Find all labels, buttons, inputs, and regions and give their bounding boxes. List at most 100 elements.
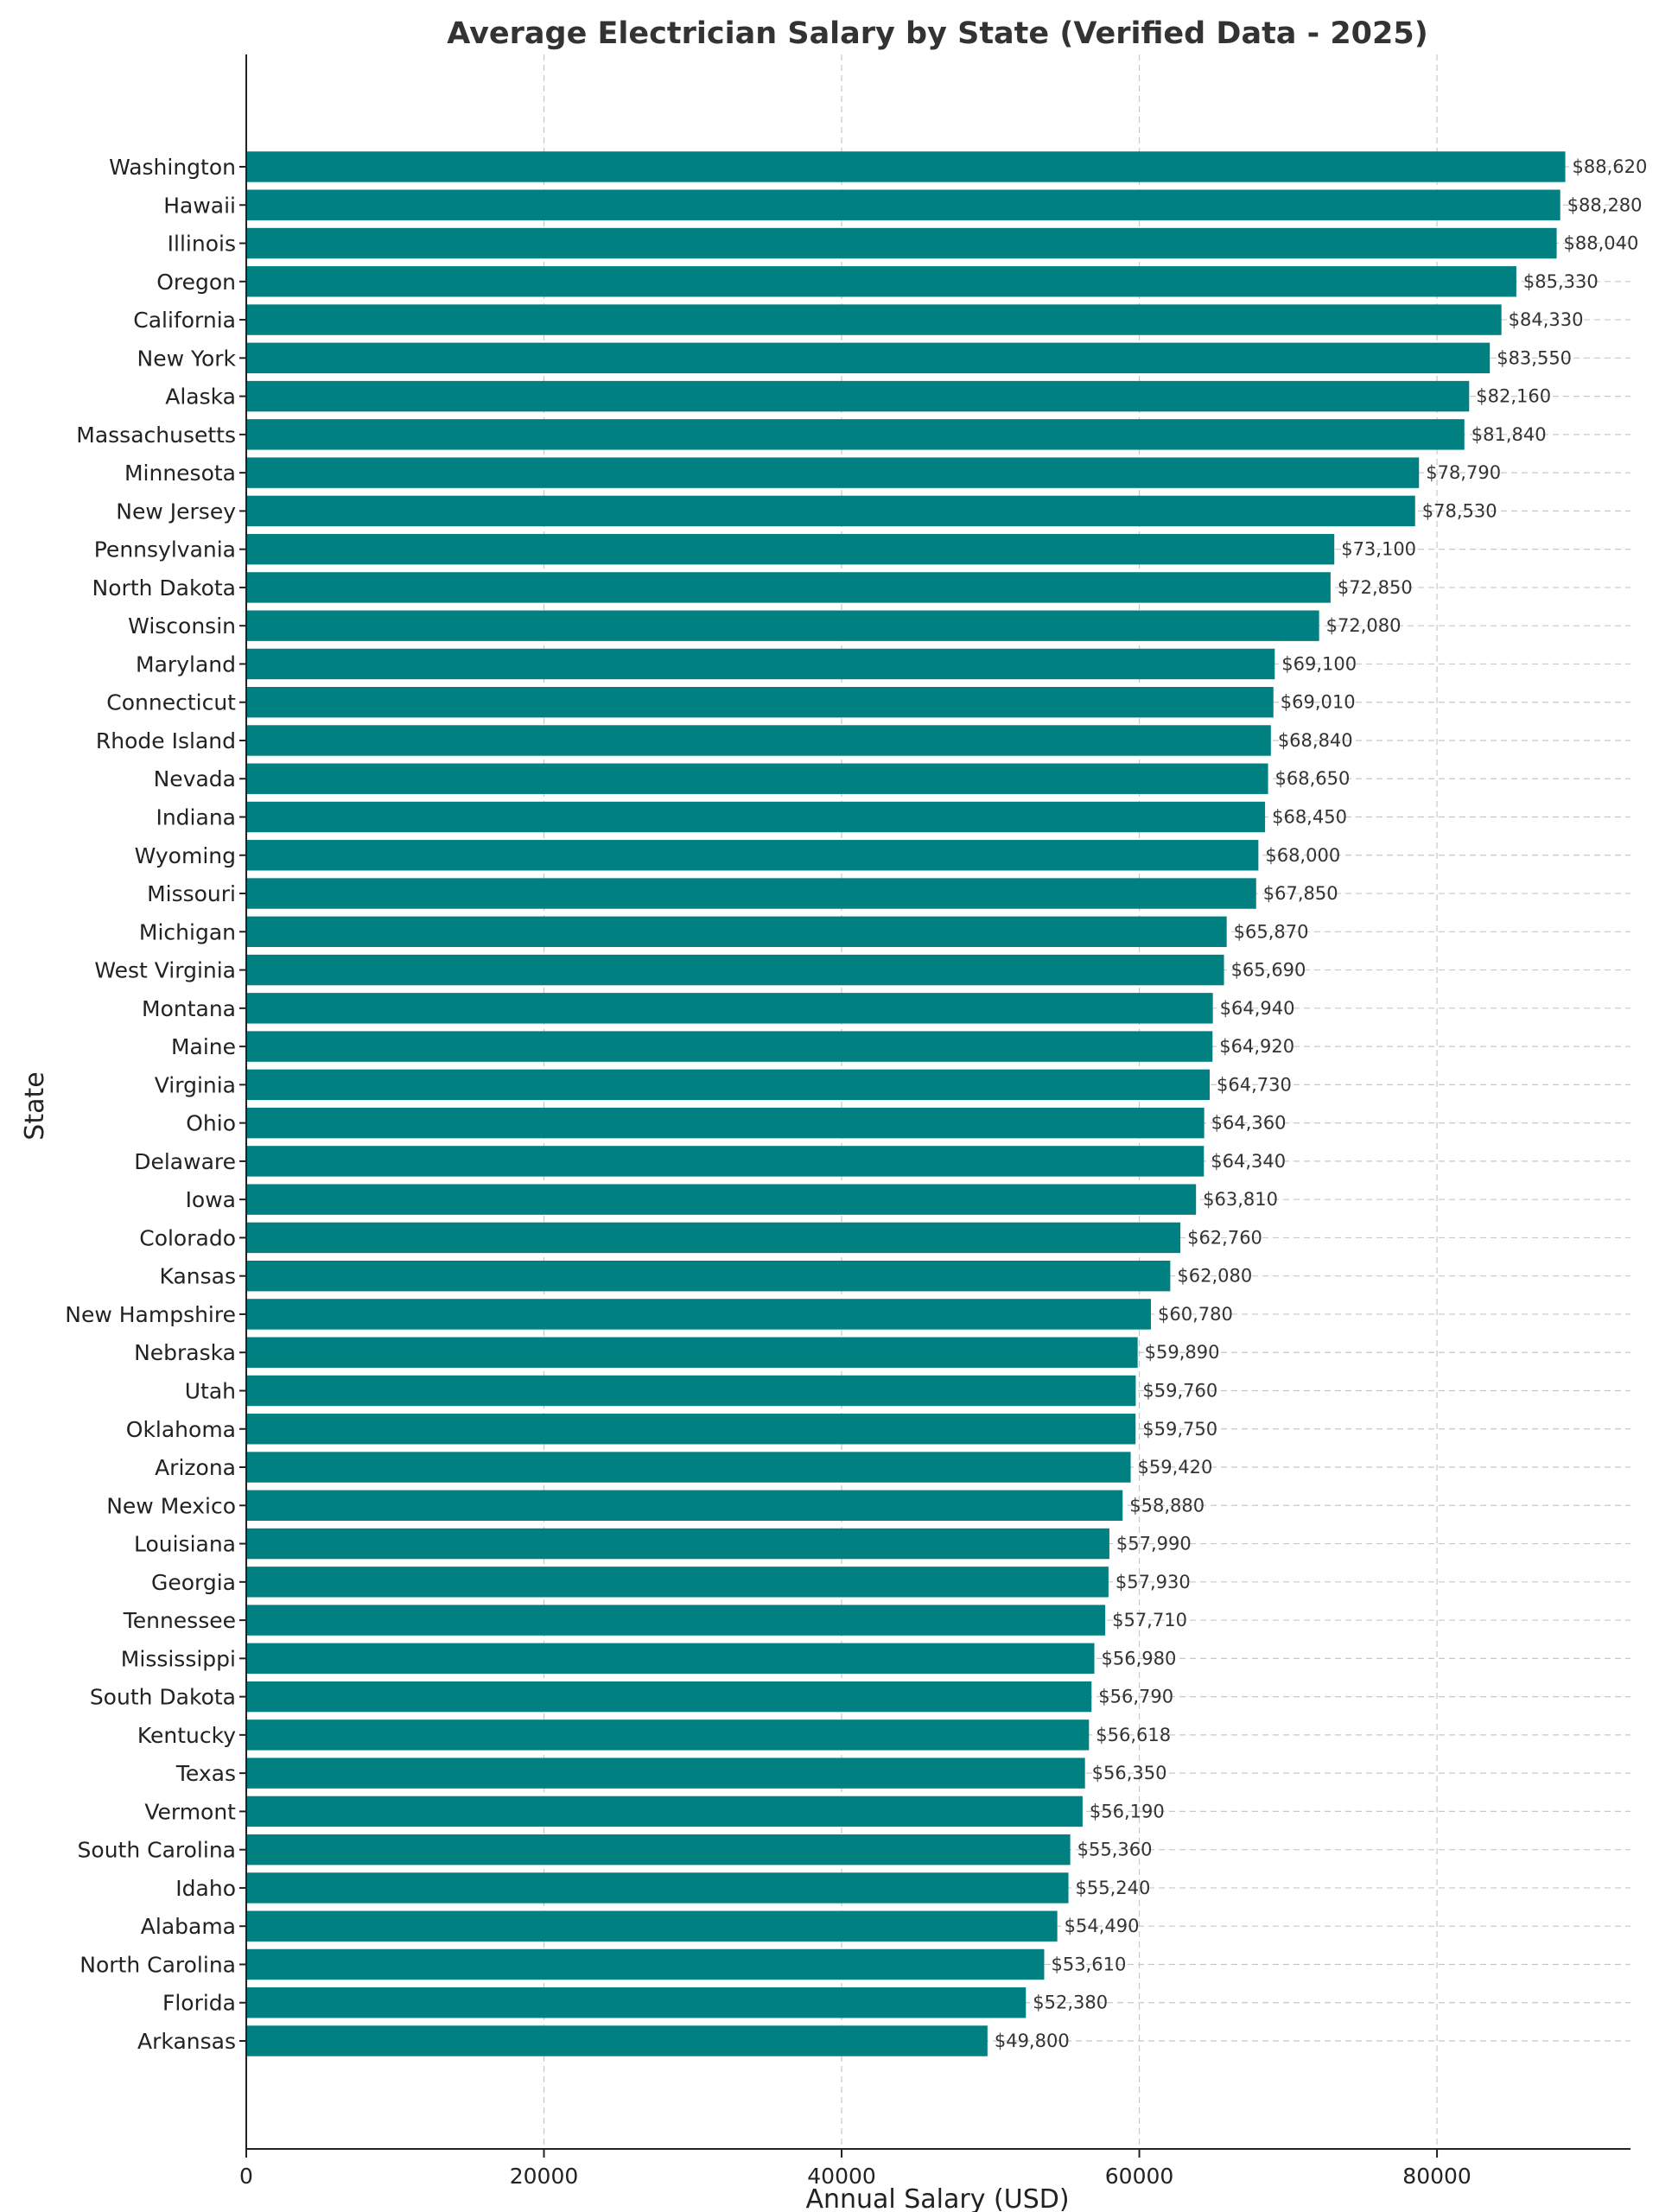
y-tick-label: Washington	[109, 155, 236, 180]
y-tick-label: Arizona	[155, 1455, 236, 1480]
bar	[246, 610, 1319, 641]
y-tick-label: Virginia	[155, 1072, 236, 1097]
bar	[246, 1260, 1171, 1292]
y-tick-label: Wyoming	[135, 843, 236, 868]
y-tick-label: Nebraska	[134, 1340, 236, 1365]
bar	[246, 1528, 1109, 1560]
data-label: $59,420	[1138, 1457, 1213, 1478]
bar	[246, 1948, 1045, 1980]
x-axis-label: Annual Salary (USD)	[805, 2184, 1069, 2212]
y-tick-label: Colorado	[139, 1225, 236, 1250]
data-label: $56,190	[1090, 1801, 1165, 1821]
data-label: $64,340	[1211, 1151, 1286, 1172]
bar	[246, 227, 1557, 259]
y-tick-label: Pennsylvania	[94, 537, 236, 563]
data-label: $69,010	[1281, 692, 1356, 713]
data-label: $52,380	[1033, 1993, 1108, 2013]
y-tick-label: Michigan	[139, 919, 236, 944]
y-tick-label: Alaska	[165, 385, 236, 410]
data-label: $58,880	[1129, 1495, 1205, 1516]
data-label: $59,760	[1142, 1380, 1217, 1401]
data-label: $81,840	[1471, 424, 1547, 445]
data-label: $57,710	[1112, 1610, 1187, 1630]
value-labels: $88,620 $88,280 $88,040 $85,330 $84,330 $83,5…	[995, 156, 1648, 2051]
data-label: $56,350	[1092, 1763, 1167, 1783]
bar	[246, 419, 1465, 450]
y-tick-label: Oklahoma	[126, 1417, 236, 1442]
y-tick-label: Florida	[162, 1991, 236, 2016]
data-label: $56,618	[1096, 1725, 1171, 1745]
data-label: $88,280	[1567, 194, 1643, 215]
y-tick-label: Missouri	[147, 881, 236, 906]
y-tick-label: Mississippi	[121, 1646, 236, 1671]
data-label: $64,360	[1211, 1113, 1287, 1134]
data-label: $62,760	[1187, 1227, 1262, 1248]
y-tick-label: Minnesota	[124, 461, 236, 486]
y-tick-label: New York	[137, 346, 237, 371]
bar	[246, 342, 1491, 374]
data-label: $68,450	[1272, 807, 1347, 828]
data-label: $78,530	[1422, 500, 1497, 521]
data-label: $60,780	[1158, 1304, 1233, 1325]
bar	[246, 1107, 1205, 1139]
data-label: $64,920	[1219, 1036, 1294, 1057]
y-tick-label: New Jersey	[116, 499, 236, 524]
bar	[246, 1452, 1131, 1483]
y-tick-label: Nevada	[154, 766, 236, 791]
y-tick-label: South Carolina	[78, 1838, 236, 1863]
data-label: $85,330	[1523, 271, 1599, 292]
data-label: $69,100	[1281, 653, 1357, 674]
data-label: $68,000	[1265, 845, 1340, 866]
y-tick-label: New Mexico	[106, 1493, 236, 1518]
data-label: $72,080	[1326, 615, 1402, 636]
y-tick-label: Georgia	[151, 1570, 236, 1595]
bar	[246, 725, 1271, 756]
data-label: $56,980	[1102, 1648, 1177, 1669]
bar	[246, 1872, 1069, 1904]
bar	[246, 763, 1268, 794]
y-tick-label: Arkansas	[137, 2029, 236, 2054]
bar	[246, 1222, 1181, 1254]
y-tick-label: New Hampshire	[65, 1302, 236, 1327]
bar	[246, 840, 1259, 871]
bar	[246, 266, 1516, 297]
x-tick-label: 20000	[510, 2164, 579, 2189]
bar	[246, 1299, 1151, 1330]
y-tick-label: Texas	[175, 1761, 236, 1786]
data-label: $65,870	[1234, 921, 1309, 942]
bar	[246, 1758, 1085, 1789]
bar	[246, 1490, 1123, 1521]
bar	[246, 1643, 1095, 1675]
data-label: $55,240	[1076, 1878, 1151, 1898]
bar	[246, 1910, 1058, 1942]
y-tick-label: Hawaii	[163, 193, 236, 218]
data-label: $57,930	[1116, 1572, 1191, 1592]
data-label: $55,360	[1077, 1840, 1153, 1860]
chart-title: Average Electrician Salary by State (Ver…	[447, 16, 1427, 51]
data-label: $84,330	[1509, 309, 1584, 330]
data-label: $49,800	[995, 2031, 1070, 2051]
y-tick-label: Montana	[142, 996, 236, 1021]
bars	[246, 151, 1566, 2056]
bar	[246, 916, 1227, 948]
bar	[246, 380, 1470, 412]
bar	[246, 1069, 1211, 1101]
data-label: $59,750	[1142, 1419, 1217, 1440]
bar	[246, 648, 1275, 680]
bar	[246, 993, 1213, 1024]
y-tick-label: Rhode Island	[96, 728, 236, 753]
y-tick-label: Maryland	[136, 652, 236, 677]
bar	[246, 1834, 1071, 1866]
bar	[246, 495, 1415, 527]
y-tick-label: Utah	[185, 1378, 236, 1403]
y-tick-label: Massachusetts	[76, 423, 236, 448]
y-tick-label: Indiana	[156, 805, 236, 830]
data-label: $67,850	[1263, 883, 1338, 904]
y-tick-label: North Dakota	[92, 575, 236, 601]
bar	[246, 1567, 1109, 1598]
y-axis-label: State	[20, 1071, 50, 1140]
data-label: $88,620	[1573, 156, 1648, 177]
data-label: $59,890	[1145, 1342, 1220, 1363]
data-label: $88,040	[1564, 233, 1639, 254]
